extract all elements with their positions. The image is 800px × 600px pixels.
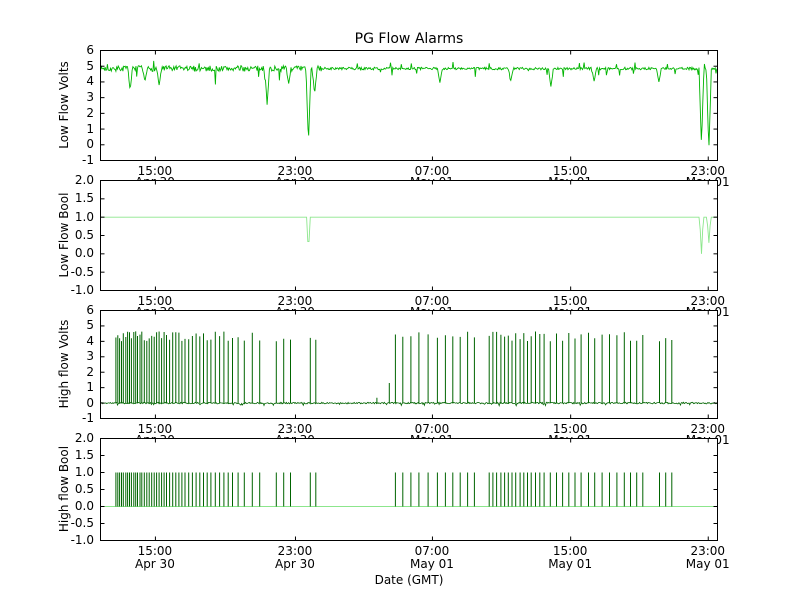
x-time-label: 15:00 [552,164,588,178]
y-tick-label: 1.0 [74,209,94,224]
chart-area-high-flow-bool [100,438,718,541]
y-tick-label: 0 [86,395,94,410]
y-axis-label-low-flow-bool: Low Flow Bool [57,192,71,278]
x-time-label: 23:00 [690,164,726,178]
x-time-label: 15:00 [552,544,588,558]
y-tick-label: -0.5 [70,264,94,279]
x-time-label: 15:00 [137,422,173,436]
x-date-label: May 01 [685,557,730,571]
y-tick-label: -1 [82,153,94,167]
x-time-label: 23:00 [690,294,726,308]
x-date-label: May 01 [548,557,593,571]
y-axis-label-high-flow-volts: High flow Volts [57,319,71,409]
y-tick-label: 0 [86,137,94,152]
x-time-label: 07:00 [414,164,450,178]
chart-area-low-flow-bool [100,180,718,291]
y-tick-label: 2.0 [74,431,94,445]
y-tick-label: 1 [86,121,94,136]
y-tick-label: 1.5 [74,448,94,462]
x-time-label: 07:00 [414,294,450,308]
x-time-label: 15:00 [137,544,173,558]
x-time-label: 07:00 [414,544,450,558]
x-time-label: 15:00 [552,422,588,436]
y-tick-label: 5 [86,318,94,333]
y-tick-label: -1 [82,411,94,425]
chart-area-high-flow-volts [100,310,718,419]
x-time-label: 23:00 [277,422,313,436]
y-tick-label: 2.0 [74,173,94,187]
chart-title: PG Flow Alarms [354,31,464,47]
y-tick-label: 0.5 [74,482,94,496]
x-date-label: Apr 30 [275,557,315,571]
y-tick-label: 1 [86,380,94,395]
y-tick-label: -0.5 [70,516,94,530]
y-axis-label-high-flow-bool: High flow Bool [57,445,71,533]
x-time-label: 23:00 [277,294,313,308]
x-time-label: 15:00 [137,164,173,178]
chart-area-low-flow-volts [100,50,718,161]
y-tick-label: 3 [86,90,94,105]
y-tick-label: 2 [86,105,94,120]
y-axis-label-low-flow-volts: Low Flow Volts [57,61,71,149]
y-tick-label: -1.0 [70,283,94,297]
x-time-label: 23:00 [277,164,313,178]
y-tick-label: 1.0 [74,465,94,479]
y-tick-label: 4 [86,74,94,89]
y-tick-label: -1.0 [70,533,94,547]
x-time-label: 23:00 [690,544,726,558]
x-time-label: 07:00 [414,422,450,436]
y-tick-label: 4 [86,333,94,348]
y-tick-label: 0.5 [74,228,94,242]
y-tick-label: 3 [86,349,94,364]
y-tick-label: 6 [86,43,94,57]
y-tick-label: 5 [86,58,94,73]
y-tick-label: 6 [86,303,94,317]
y-tick-label: 1.5 [74,191,94,206]
y-tick-label: 2 [86,364,94,379]
x-time-label: 15:00 [552,294,588,308]
x-time-label: 15:00 [137,294,173,308]
x-time-label: 23:00 [277,544,313,558]
x-time-label: 23:00 [690,422,726,436]
x-date-label: May 01 [409,557,454,571]
y-tick-label: 0.0 [74,499,94,513]
y-tick-label: 0.0 [74,246,94,261]
x-axis-title: Date (GMT) [374,573,444,587]
x-date-label: Apr 30 [134,557,175,571]
